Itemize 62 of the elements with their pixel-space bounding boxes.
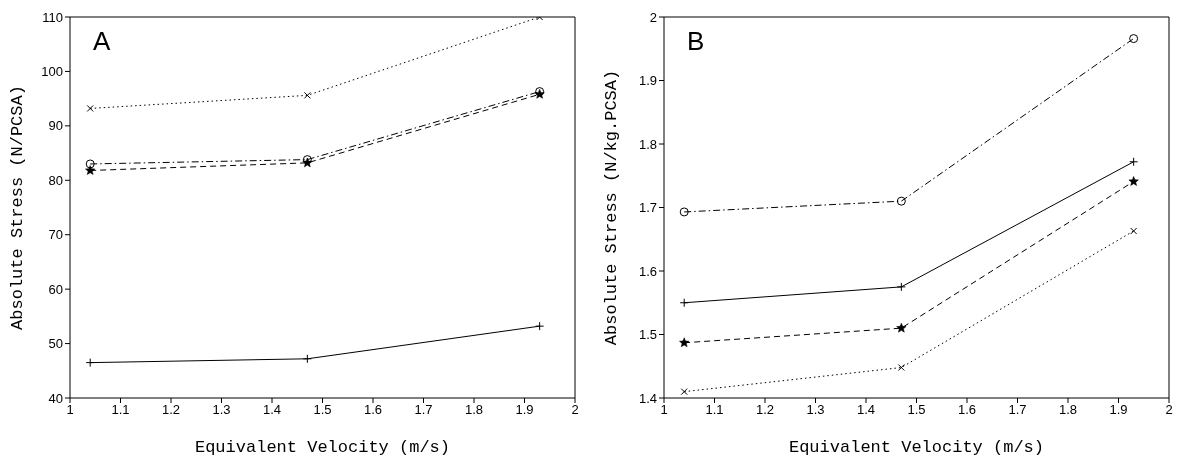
x-tick-label: 1.1: [111, 402, 130, 418]
x-tick-label: 1.5: [313, 402, 332, 418]
x-tick-label: 1.3: [212, 402, 231, 418]
point: [679, 207, 689, 217]
annotation: B: [687, 26, 705, 57]
point: [679, 298, 689, 308]
point: [679, 337, 690, 348]
y-tick-label: 70: [48, 227, 63, 243]
point: [896, 196, 906, 206]
x-tick-label: 1.7: [1008, 402, 1027, 418]
x-axis-title: Equivalent Velocity (m/s): [788, 438, 1045, 457]
point: [1128, 176, 1139, 186]
point: [896, 282, 906, 292]
point: [85, 159, 95, 169]
point: [86, 104, 94, 112]
x-tick-label: 1: [660, 402, 668, 418]
point: [85, 358, 95, 368]
y-tick-label: 80: [48, 172, 63, 188]
y-tick-label: 2: [649, 9, 657, 25]
x-tick-label: 1.9: [1109, 402, 1128, 418]
x-tick-label: 1.8: [1058, 402, 1078, 418]
point: [897, 364, 905, 372]
y-tick-label: 1.7: [638, 200, 657, 216]
x-tick-label: 2: [571, 402, 579, 418]
y-axis-title: Absolute Stress (N/PCSA): [8, 85, 28, 330]
y-tick-label: 1.8: [638, 136, 657, 152]
y-axis-title: Absolute Stress (N/kg.PCSA): [602, 69, 622, 346]
y-tick-label: 1.5: [638, 327, 657, 343]
point: [1129, 34, 1139, 44]
y-tick-label: 40: [48, 390, 63, 406]
annotation: A: [93, 26, 111, 57]
x-tick-label: 1.1: [705, 402, 724, 418]
x-tick-label: 1.6: [363, 402, 383, 418]
point: [1130, 227, 1138, 235]
x-tick-label: 1: [66, 402, 74, 418]
y-tick-label: 100: [41, 64, 63, 80]
y-tick-label: 110: [42, 9, 63, 25]
y-tick-label: 1.9: [638, 73, 657, 89]
y-tick-label: 1.4: [638, 390, 657, 406]
x-axis-title: Equivalent Velocity (m/s): [194, 438, 451, 457]
x-tick-label: 1.2: [755, 402, 775, 418]
point: [896, 322, 907, 333]
point: [535, 321, 545, 331]
y-tick-label: 60: [48, 281, 63, 297]
y-tick-label: 1.6: [638, 263, 657, 279]
x-tick-label: 1.9: [515, 402, 534, 418]
point: [303, 91, 311, 99]
point: [85, 165, 96, 175]
x-tick-label: 1.2: [161, 402, 181, 418]
y-tick-label: 50: [48, 336, 63, 352]
x-tick-label: 1.6: [957, 402, 977, 418]
x-tick-label: 1.8: [464, 402, 484, 418]
point: [680, 388, 688, 396]
x-tick-label: 1.4: [262, 402, 282, 418]
x-tick-label: 2: [1165, 402, 1173, 418]
y-tick-label: 90: [48, 118, 63, 134]
point: [302, 354, 312, 364]
x-tick-label: 1.3: [806, 402, 825, 418]
point: [1129, 157, 1139, 167]
x-tick-label: 1.5: [907, 402, 926, 418]
x-tick-label: 1.4: [856, 402, 876, 418]
x-tick-label: 1.7: [414, 402, 433, 418]
